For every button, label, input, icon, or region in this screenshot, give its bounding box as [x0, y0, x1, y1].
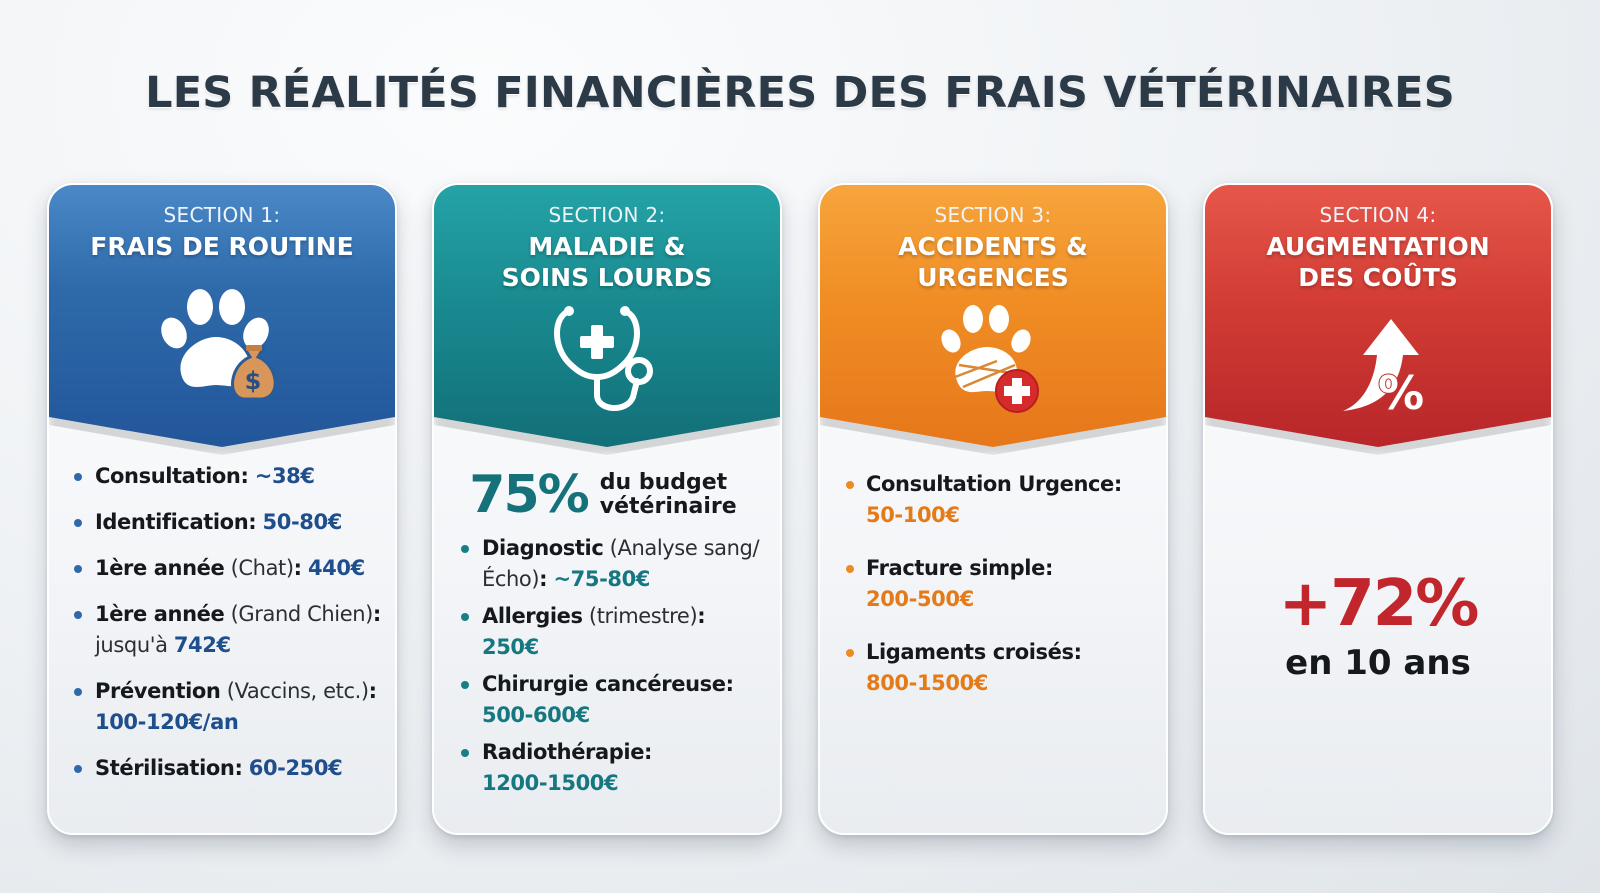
- section-banner: SECTION 4: AUGMENTATION DES COÛTS %: [1205, 185, 1551, 447]
- section-banner: SECTION 3: ACCIDENTS & URGENCES: [820, 185, 1166, 447]
- section-body: Consultation Urgence: 50-100€ Fracture si…: [820, 447, 1166, 833]
- svg-text:%: %: [1378, 366, 1424, 415]
- list-item: 1ère année (Chat): 440€: [49, 553, 395, 584]
- list-item: Consultation: ~38€: [49, 461, 395, 492]
- section-body: 75% du budget vétérinaire Diagnostic (An…: [434, 447, 780, 833]
- list-item: Radiothérapie: 1200-1500€: [434, 737, 780, 799]
- stethoscope-cross-icon: [547, 303, 667, 423]
- section-card-accidents: SECTION 3: ACCIDENTS & URGENCES: [818, 183, 1168, 835]
- list-item: Consultation Urgence: 50-100€: [820, 469, 1166, 531]
- section-banner: SECTION 1: FRAIS DE ROUTINE $: [49, 185, 395, 447]
- budget-share-stat: 75% du budget vétérinaire: [434, 465, 780, 525]
- cost-list: Consultation: ~38€ Identification: 50-80…: [49, 447, 395, 784]
- cost-list: Consultation Urgence: 50-100€ Fracture si…: [820, 447, 1166, 699]
- section-title: AUGMENTATION DES COÛTS: [1266, 232, 1490, 292]
- section-card-cost-increase: SECTION 4: AUGMENTATION DES COÛTS % +72%…: [1203, 183, 1553, 835]
- section-label: SECTION 1:: [163, 203, 281, 227]
- stat-caption: en 10 ans: [1285, 643, 1471, 683]
- section-title: MALADIE & SOINS LOURDS: [501, 232, 713, 292]
- section-label: SECTION 3:: [934, 203, 1052, 227]
- stat-value: +72%: [1278, 567, 1480, 641]
- stat-caption: du budget vétérinaire: [599, 470, 737, 519]
- section-label: SECTION 2:: [548, 203, 666, 227]
- list-item: Ligaments croisés: 800-1500€: [820, 637, 1166, 699]
- section-label: SECTION 4:: [1319, 203, 1437, 227]
- bandaged-paw-first-aid-icon: [933, 303, 1053, 423]
- stat-value: 75%: [469, 465, 589, 525]
- section-body: Consultation: ~38€ Identification: 50-80…: [49, 447, 395, 833]
- list-item: Diagnostic (Analyse sang/Écho): ~75-80€: [434, 533, 780, 595]
- section-banner: SECTION 2: MALADIE & SOINS LOURDS: [434, 185, 780, 447]
- list-item: 1ère année (Grand Chien): jusqu'à 742€: [49, 599, 395, 661]
- paw-money-bag-icon: $: [152, 285, 292, 410]
- section-card-routine: SECTION 1: FRAIS DE ROUTINE $: [47, 183, 397, 835]
- section-title: FRAIS DE ROUTINE: [90, 232, 354, 261]
- list-item: Chirurgie cancéreuse: 500-600€: [434, 669, 780, 731]
- section-title: ACCIDENTS & URGENCES: [898, 232, 1088, 292]
- section-body: +72% en 10 ans: [1205, 447, 1551, 833]
- section-card-illness: SECTION 2: MALADIE & SOINS LOURDS 75% du…: [432, 183, 782, 835]
- page-title: LES RÉALITÉS FINANCIÈRES DES FRAIS VÉTÉR…: [145, 68, 1455, 118]
- list-item: Stérilisation: 60-250€: [49, 753, 395, 784]
- list-item: Fracture simple: 200-500€: [820, 553, 1166, 615]
- list-item: Identification: 50-80€: [49, 507, 395, 538]
- rising-arrow-percent-icon: %: [1323, 315, 1433, 421]
- svg-text:$: $: [245, 367, 262, 395]
- cost-increase-stat: +72% en 10 ans: [1205, 567, 1551, 683]
- cost-list: Diagnostic (Analyse sang/Écho): ~75-80€ …: [434, 533, 780, 799]
- list-item: Prévention (Vaccins, etc.): 100-120€/an: [49, 676, 395, 738]
- list-item: Allergies (trimestre): 250€: [434, 601, 780, 663]
